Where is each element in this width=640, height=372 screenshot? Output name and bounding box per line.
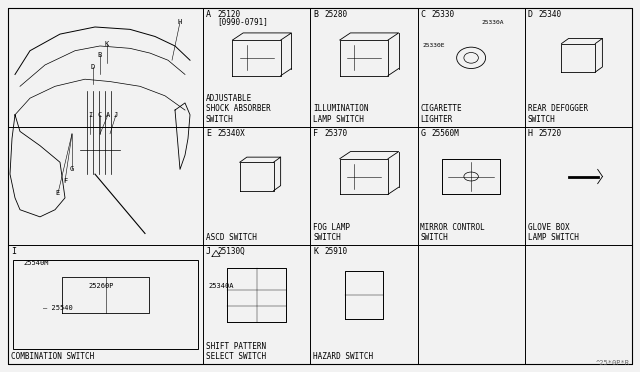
Text: 25130Q: 25130Q <box>217 247 244 256</box>
Text: 25540M: 25540M <box>23 260 49 266</box>
Text: K: K <box>105 41 109 46</box>
Text: H: H <box>178 19 182 25</box>
Text: 25340X: 25340X <box>217 129 244 138</box>
Text: C: C <box>98 112 102 118</box>
Text: J: J <box>206 247 211 256</box>
Text: REAR DEFOGGER
SWITCH: REAR DEFOGGER SWITCH <box>528 104 588 124</box>
Text: D: D <box>528 10 532 19</box>
Text: 25340: 25340 <box>539 10 562 19</box>
Text: D: D <box>91 64 95 70</box>
Text: 25560M: 25560M <box>431 129 460 138</box>
Text: 25330E: 25330E <box>422 43 445 48</box>
Text: ADJUSTABLE
SHOCK ABSORBER
SWITCH: ADJUSTABLE SHOCK ABSORBER SWITCH <box>206 94 271 124</box>
Text: ASCD SWITCH: ASCD SWITCH <box>206 233 257 242</box>
Text: E: E <box>206 129 211 138</box>
Text: A: A <box>106 112 110 118</box>
Text: I: I <box>11 247 16 256</box>
Text: SHIFT PATTERN
SELECT SWITCH: SHIFT PATTERN SELECT SWITCH <box>206 341 266 361</box>
Text: ILLUMINATION
LAMP SWITCH: ILLUMINATION LAMP SWITCH <box>313 104 369 124</box>
Text: [0990-0791]: [0990-0791] <box>217 17 268 26</box>
Text: J: J <box>114 112 118 118</box>
Text: G: G <box>70 166 74 172</box>
Text: B: B <box>313 10 318 19</box>
Text: E: E <box>56 190 60 196</box>
Text: A: A <box>206 10 211 19</box>
Text: F: F <box>313 129 318 138</box>
Text: GLOVE BOX
LAMP SWITCH: GLOVE BOX LAMP SWITCH <box>528 223 579 242</box>
Text: F: F <box>63 178 67 184</box>
Text: 25370: 25370 <box>324 129 348 138</box>
Text: 25120: 25120 <box>217 10 240 19</box>
Text: ^25*0P*R: ^25*0P*R <box>596 360 630 366</box>
Bar <box>13 260 198 349</box>
Text: B: B <box>98 52 102 58</box>
Text: 25280: 25280 <box>324 10 348 19</box>
Text: 25330A: 25330A <box>481 20 504 25</box>
Text: FOG LAMP
SWITCH: FOG LAMP SWITCH <box>313 223 350 242</box>
Text: 25330: 25330 <box>431 10 454 19</box>
Text: 25720: 25720 <box>539 129 562 138</box>
Text: 25910: 25910 <box>324 247 348 256</box>
Text: CIGARETTE
LIGHTER: CIGARETTE LIGHTER <box>420 104 462 124</box>
Text: — 25540: — 25540 <box>43 305 73 311</box>
Text: 25260P: 25260P <box>88 283 113 289</box>
Text: G: G <box>420 129 426 138</box>
Text: I: I <box>88 112 92 118</box>
Text: C: C <box>420 10 426 19</box>
Text: K: K <box>313 247 318 256</box>
Text: MIRROR CONTROL
SWITCH: MIRROR CONTROL SWITCH <box>420 223 485 242</box>
Text: COMBINATION SWITCH: COMBINATION SWITCH <box>11 352 94 361</box>
Text: 25340A: 25340A <box>208 283 234 289</box>
Text: H: H <box>528 129 532 138</box>
Text: HAZARD SWITCH: HAZARD SWITCH <box>313 352 373 361</box>
